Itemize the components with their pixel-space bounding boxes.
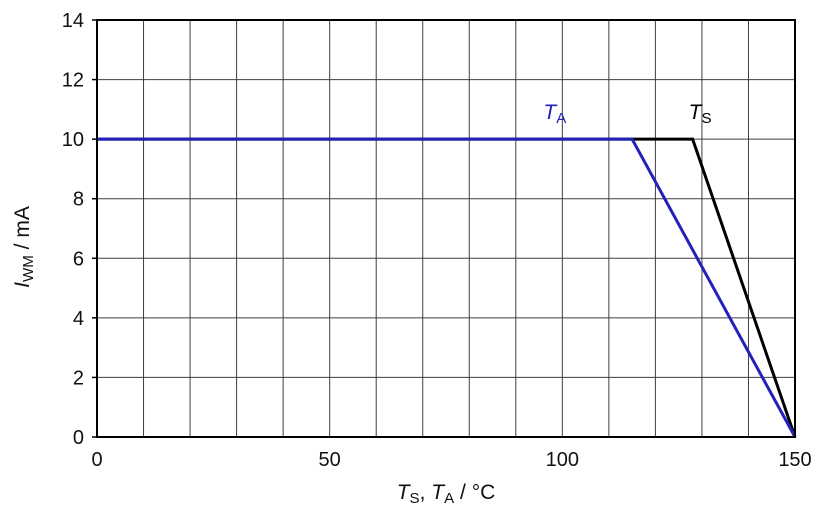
- y-tick-label: 6: [73, 248, 84, 270]
- x-tick-label: 100: [546, 449, 579, 471]
- x-axis-label: TS, TA / °C: [397, 481, 496, 507]
- curve-label-ts: TS: [689, 101, 712, 127]
- y-axis-symbol: I: [10, 282, 34, 288]
- x-axis-symbol-2: T: [431, 481, 445, 504]
- y-tick-label: 0: [73, 427, 84, 449]
- curve-label-ta: TA: [543, 101, 566, 127]
- x-axis-separator: ,: [419, 481, 432, 504]
- y-tick-label: 10: [62, 129, 84, 151]
- series-line-ta: [97, 137, 797, 438]
- x-tick-label: 150: [778, 449, 811, 471]
- x-axis-symbol-2-subscript: A: [444, 490, 455, 508]
- curve-label-ts-symbol: T: [688, 100, 702, 124]
- x-axis-symbol-1: T: [396, 481, 410, 504]
- x-axis-symbol-1-subscript: S: [409, 490, 420, 508]
- x-tick-label: 50: [319, 449, 341, 471]
- curve-label-ta-subscript: A: [556, 109, 567, 127]
- y-tick-label: 4: [73, 308, 84, 330]
- y-tick-label: 12: [62, 70, 84, 92]
- x-axis-unit: / °C: [454, 481, 496, 504]
- plot-frame: [96, 19, 796, 438]
- y-tick-label: 2: [73, 367, 84, 389]
- y-axis-label: IWM / mA: [11, 206, 37, 288]
- curve-label-ta-symbol: T: [543, 100, 557, 124]
- y-axis-unit: / mA: [10, 206, 34, 256]
- x-tick-label: 0: [91, 449, 102, 471]
- y-tick-label: 8: [73, 189, 84, 211]
- y-axis-symbol-subscript: WM: [20, 255, 38, 283]
- series-line-ts: [97, 137, 797, 438]
- y-tick-label: 14: [62, 10, 84, 32]
- curve-label-ts-subscript: S: [701, 109, 712, 127]
